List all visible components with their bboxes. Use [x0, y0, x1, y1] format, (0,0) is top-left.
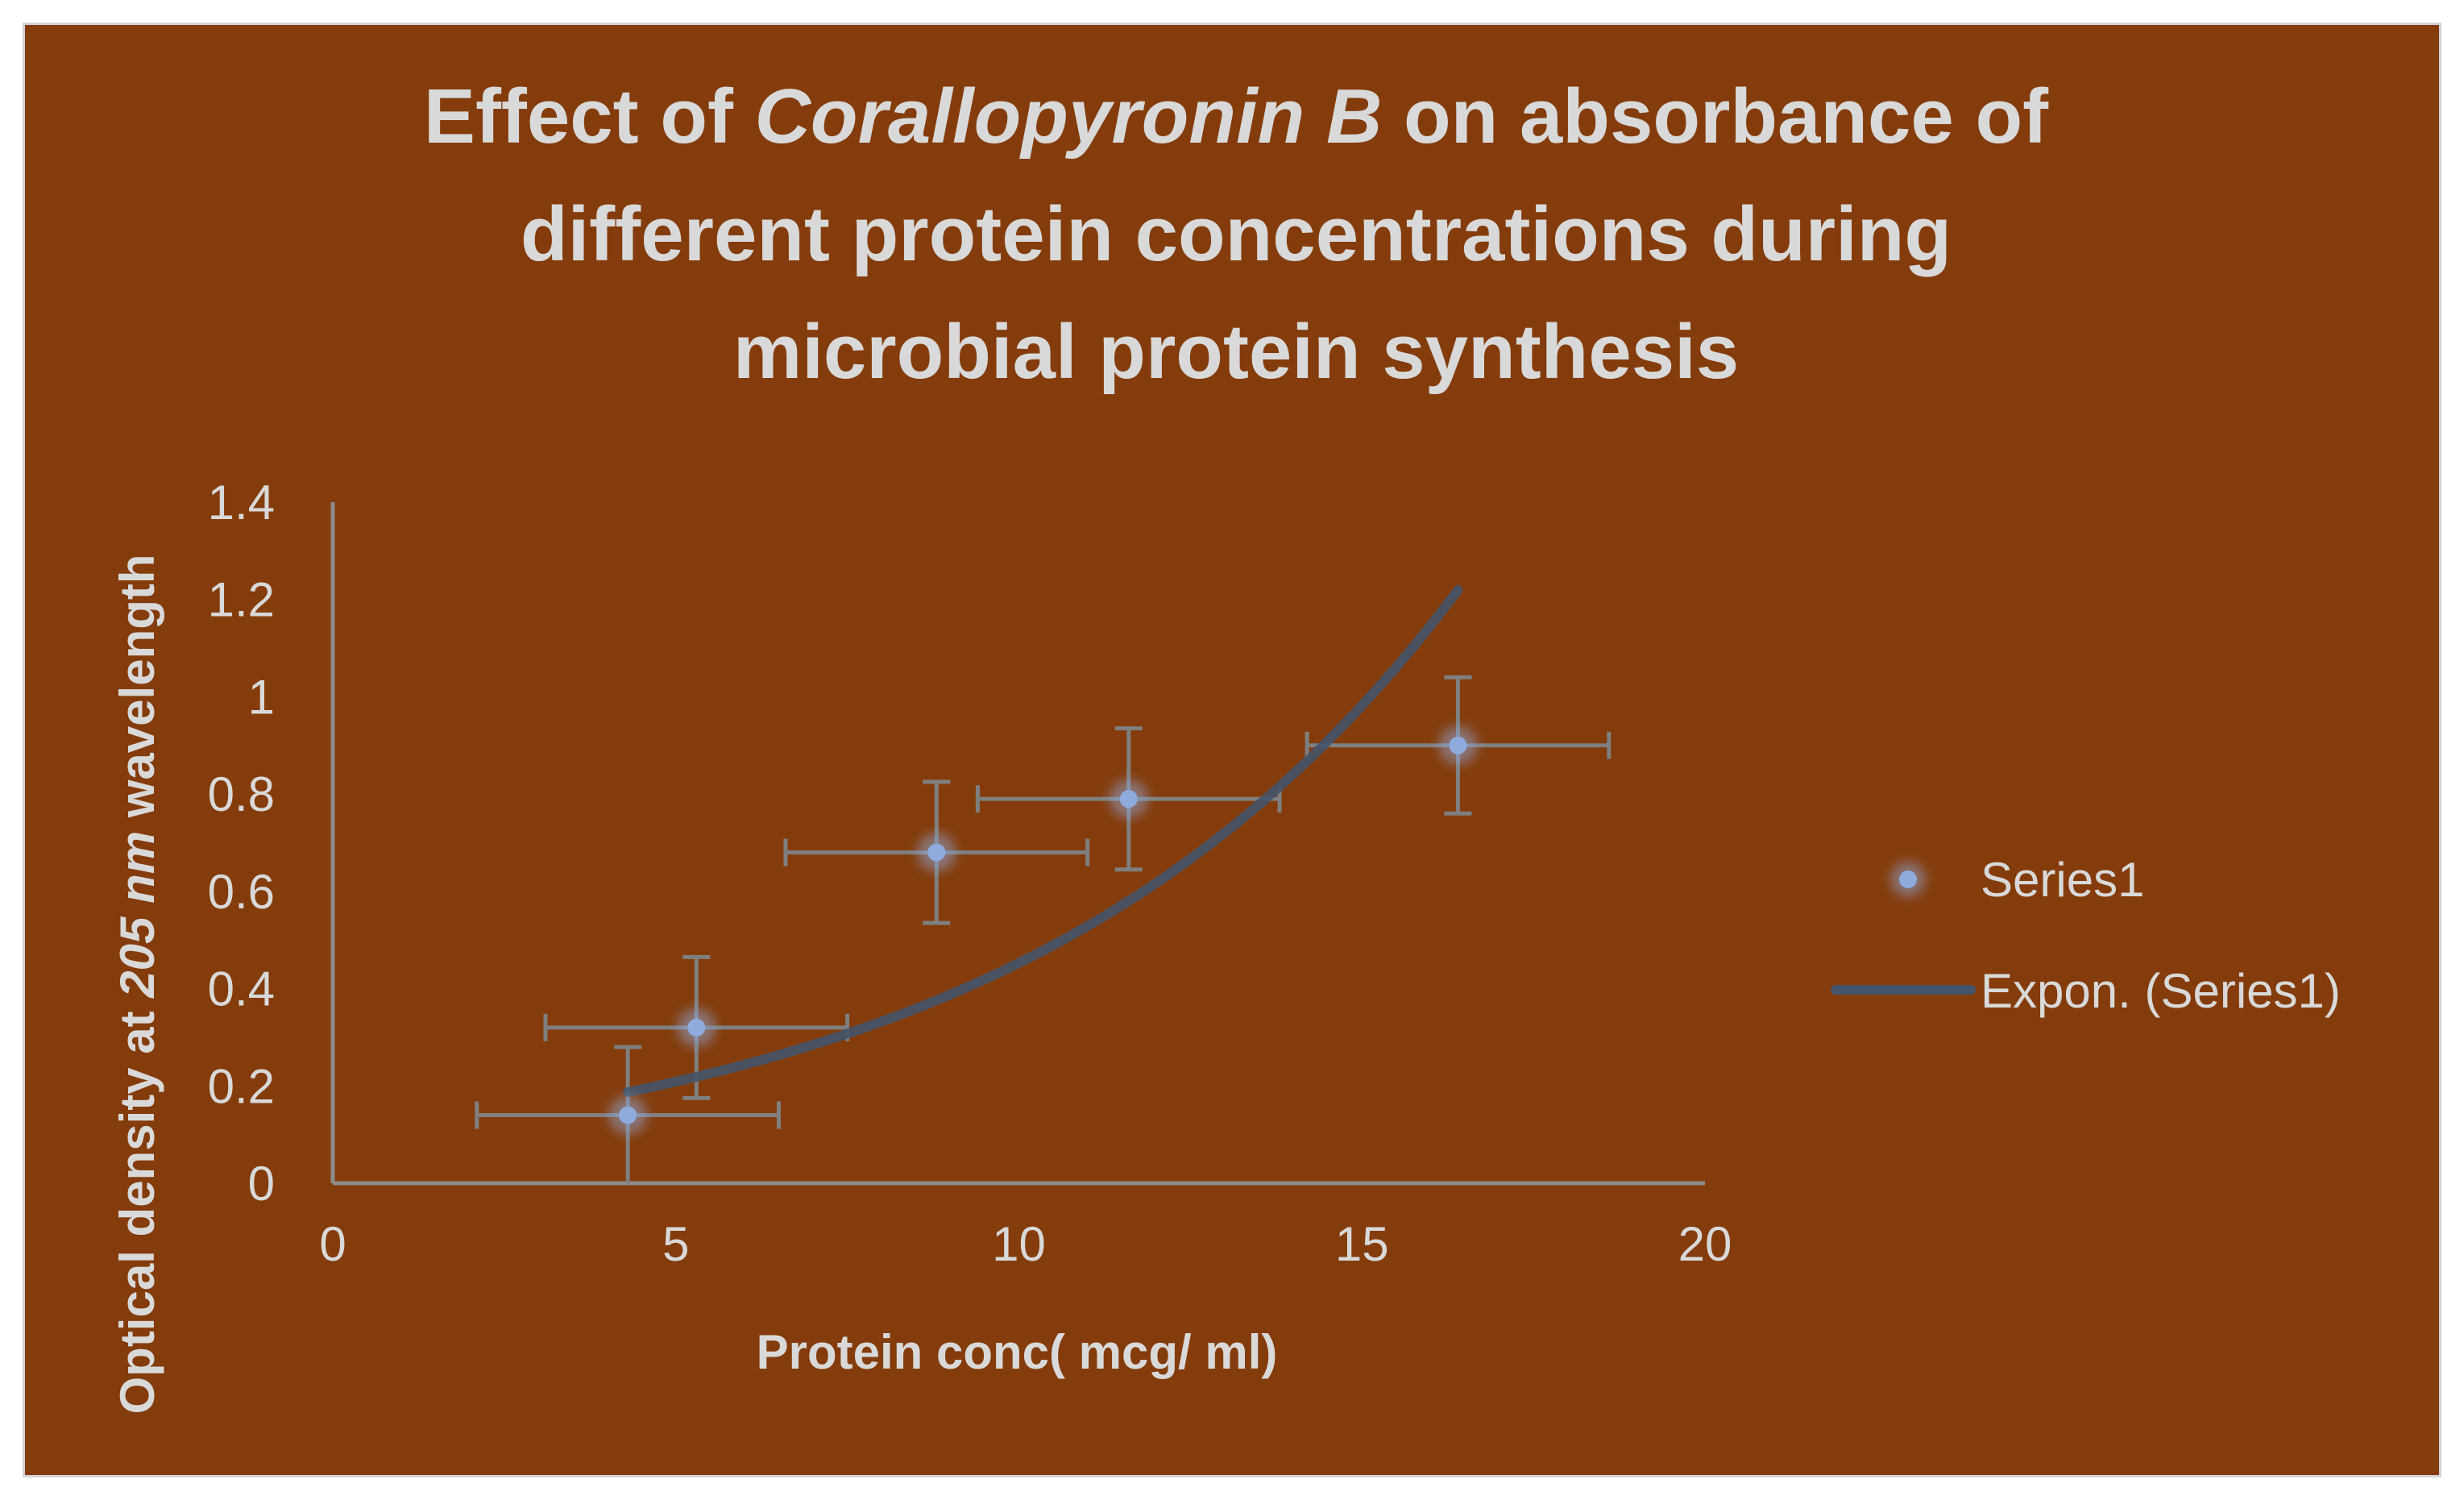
data-point-marker: [1449, 736, 1467, 754]
y-tick-label: 1.4: [208, 476, 275, 530]
data-point: [917, 833, 956, 872]
y-tick-label: 1.2: [208, 573, 275, 627]
trendline-exponential: [623, 585, 1463, 1097]
y-tick-label: 0.4: [208, 962, 275, 1016]
data-point: [677, 1008, 716, 1047]
data-point: [608, 1095, 648, 1135]
y-tick-label: 0.8: [208, 767, 275, 821]
data-point-marker: [1119, 790, 1138, 808]
y-axis-title: Optical density at 205 nm wavelength: [110, 555, 164, 1415]
data-point: [1109, 779, 1148, 819]
chart-title-line-3: microbial protein synthesis: [733, 309, 1739, 395]
data-point-marker: [927, 843, 946, 862]
y-tick-label: 1: [248, 670, 275, 724]
series1-markers: [608, 725, 1478, 1135]
chart-canvas: Effect of Corallopyronin B on absorbance…: [110, 73, 2341, 1415]
x-tick-label: 15: [1335, 1217, 1389, 1271]
y-tick-label: 0.6: [208, 865, 275, 919]
x-tick-label: 0: [319, 1217, 346, 1271]
legend: Series1 Expon. (Series1): [1831, 853, 2341, 1018]
legend-label-trendline: Expon. (Series1): [1981, 964, 2341, 1018]
x-tick-label: 5: [662, 1217, 689, 1271]
y-axis-tick-labels: 0 0.2 0.4 0.6 0.8 1 1.2 1.4: [208, 476, 275, 1211]
chart-title: Effect of Corallopyronin B on absorbance…: [424, 73, 2049, 395]
x-tick-label: 10: [992, 1217, 1046, 1271]
data-point-marker: [619, 1106, 637, 1124]
chart-title-line-2: different protein concentrations during: [521, 191, 1952, 277]
chart-title-line-1: Effect of Corallopyronin B on absorbance…: [424, 73, 2049, 160]
y-tick-label: 0.2: [208, 1059, 275, 1113]
x-axis-tick-labels: 0 5 10 15 20: [319, 1217, 1732, 1271]
legend-label-series1: Series1: [1981, 853, 2144, 907]
x-tick-label: 20: [1678, 1217, 1732, 1271]
y-tick-label: 0: [248, 1157, 275, 1211]
legend-marker-series1: [1899, 870, 1917, 888]
x-axis-title: Protein conc( mcg/ ml): [757, 1325, 1278, 1379]
data-point: [1438, 725, 1478, 765]
error-bars: [475, 675, 1612, 1183]
chart-area: Effect of Corallopyronin B on absorbance…: [23, 23, 2441, 1477]
data-point-marker: [687, 1018, 706, 1037]
